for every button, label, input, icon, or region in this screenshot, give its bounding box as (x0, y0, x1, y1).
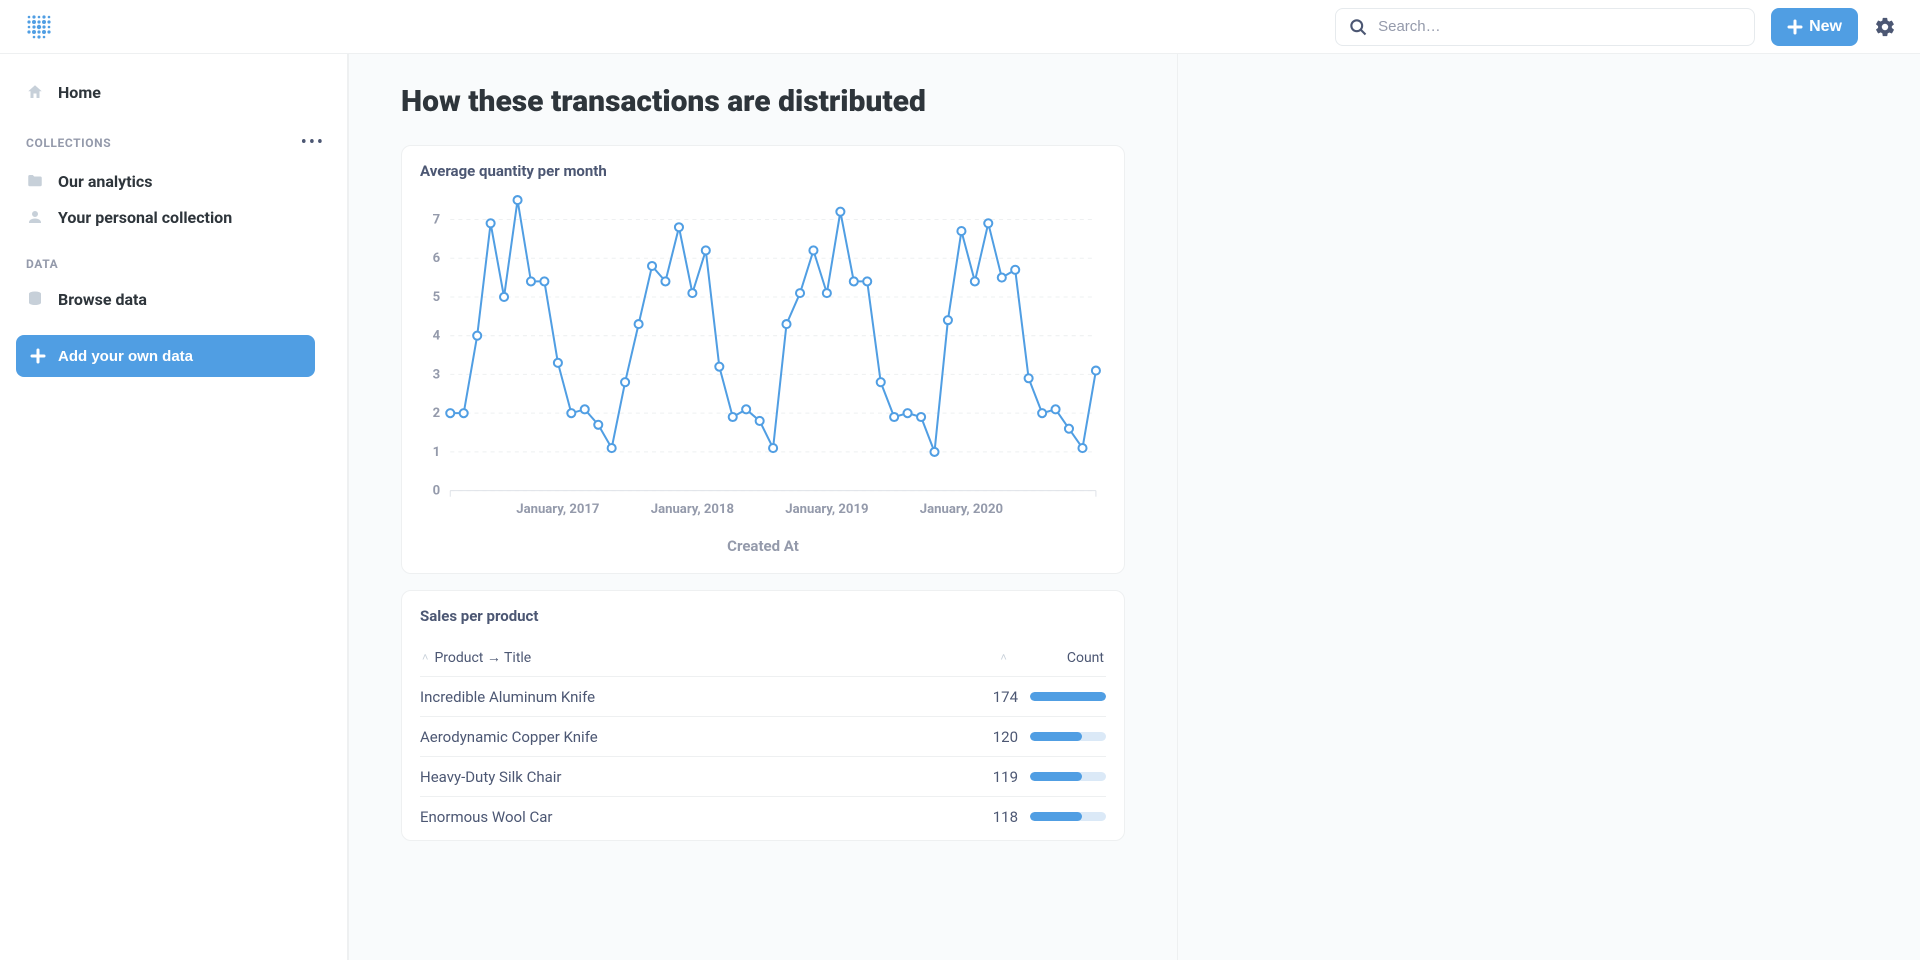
search-input[interactable] (1378, 18, 1742, 35)
table-col-count[interactable]: Count (1067, 650, 1104, 666)
sidebar-item-home[interactable]: Home (16, 74, 331, 110)
sidebar-section-data: DATA (26, 257, 331, 271)
product-title: Incredible Aluminum Knife (420, 688, 595, 706)
count-value: 174 (993, 688, 1018, 706)
svg-text:January, 2018: January, 2018 (651, 502, 734, 517)
database-icon (26, 290, 44, 308)
table-row[interactable]: Enormous Wool Car 118 (420, 796, 1106, 836)
count-bar (1030, 732, 1106, 741)
sidebar-item-label: Your personal collection (58, 208, 232, 227)
content-column: How these transactions are distributed A… (348, 54, 1178, 960)
svg-text:7: 7 (433, 213, 441, 228)
svg-text:5: 5 (433, 290, 441, 305)
sidebar-item-our-analytics[interactable]: Our analytics (16, 163, 331, 199)
search-field[interactable] (1335, 8, 1755, 46)
plus-icon (30, 348, 46, 364)
search-icon (1348, 17, 1368, 37)
chart-x-axis-label: Created At (420, 537, 1106, 555)
add-data-label: Add your own data (58, 348, 193, 365)
svg-text:4: 4 (433, 329, 441, 344)
count-value: 118 (993, 808, 1018, 826)
sidebar-item-label: Home (58, 83, 101, 102)
table-card: Sales per product ˄ Product → Title ˄ Co… (401, 590, 1125, 841)
more-icon[interactable]: ••• (301, 132, 331, 153)
sidebar-section-collections: COLLECTIONS ••• (26, 132, 331, 153)
svg-text:January, 2017: January, 2017 (516, 502, 599, 517)
count-bar (1030, 692, 1106, 701)
app-logo[interactable] (24, 12, 54, 42)
sidebar: Home COLLECTIONS ••• Our analytics Your … (0, 54, 348, 960)
table-row[interactable]: Aerodynamic Copper Knife 120 (420, 716, 1106, 756)
svg-text:January, 2020: January, 2020 (920, 502, 1003, 517)
chart-title[interactable]: Average quantity per month (420, 162, 1106, 180)
sidebar-item-label: Our analytics (58, 172, 152, 191)
product-title: Heavy-Duty Silk Chair (420, 768, 562, 786)
page-title: How these transactions are distributed (401, 84, 1125, 119)
sort-asc-icon[interactable]: ˄ (1000, 651, 1006, 664)
plus-icon (1787, 19, 1803, 35)
sidebar-item-personal-collection[interactable]: Your personal collection (16, 199, 331, 235)
svg-text:6: 6 (433, 251, 441, 266)
count-value: 120 (993, 728, 1018, 746)
svg-text:January, 2019: January, 2019 (785, 502, 868, 517)
table-row[interactable]: Heavy-Duty Silk Chair 119 (420, 756, 1106, 796)
sidebar-section-label: COLLECTIONS (26, 136, 111, 150)
add-data-button[interactable]: Add your own data (16, 335, 315, 377)
line-chart: 0 1 2 3 4 5 6 7 January, 2017 January, 2018 Januar… (420, 188, 1106, 531)
table-row[interactable]: Incredible Aluminum Knife 174 (420, 676, 1106, 716)
svg-text:2: 2 (433, 406, 441, 421)
sidebar-item-browse-data[interactable]: Browse data (16, 281, 331, 317)
main-scroll[interactable]: How these transactions are distributed A… (348, 54, 1920, 960)
table-col-product[interactable]: Product → Title (434, 649, 531, 666)
topbar: New (0, 0, 1920, 54)
home-icon (26, 83, 44, 101)
svg-text:3: 3 (433, 367, 441, 382)
sort-asc-icon[interactable]: ˄ (422, 651, 428, 664)
sidebar-section-label: DATA (26, 257, 58, 271)
svg-text:1: 1 (433, 445, 441, 460)
count-value: 119 (993, 768, 1018, 786)
table-title[interactable]: Sales per product (420, 607, 1106, 625)
folder-icon (26, 172, 44, 190)
count-bar (1030, 772, 1106, 781)
svg-text:0: 0 (433, 484, 441, 499)
product-title: Aerodynamic Copper Knife (420, 728, 598, 746)
table-header: ˄ Product → Title ˄ Count (420, 633, 1106, 676)
product-title: Enormous Wool Car (420, 808, 552, 826)
gear-icon[interactable] (1874, 16, 1896, 38)
new-button[interactable]: New (1771, 8, 1858, 46)
chart-card: Average quantity per month 0 1 2 3 4 5 6 7 Janua… (401, 145, 1125, 574)
sidebar-item-label: Browse data (58, 290, 147, 309)
count-bar (1030, 812, 1106, 821)
new-button-label: New (1809, 18, 1842, 36)
person-icon (26, 208, 44, 226)
